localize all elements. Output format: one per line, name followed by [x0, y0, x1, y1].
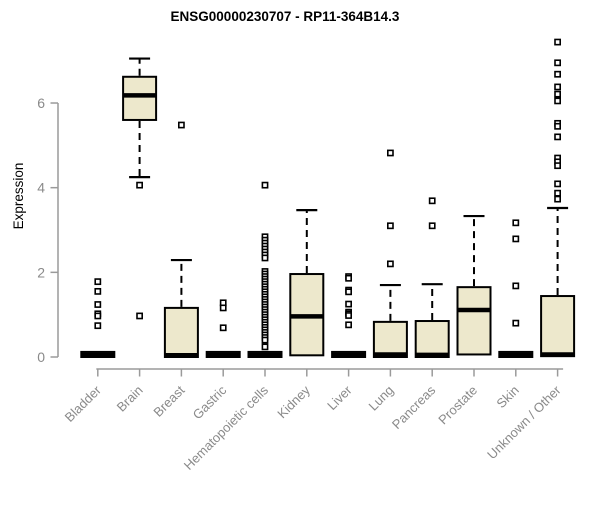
- outlier-point: [554, 59, 561, 67]
- x-tick-label: Pancreas: [389, 382, 439, 432]
- boxplot-pancreas: [414, 197, 450, 358]
- outlier-point: [554, 122, 561, 130]
- boxplot-breast: [163, 121, 199, 358]
- x-tick-label: Liver: [324, 382, 355, 413]
- outlier-point: [261, 181, 269, 189]
- y-tick-label: 6: [37, 95, 45, 111]
- y-tick-label: 4: [37, 180, 45, 196]
- outlier-point: [386, 222, 394, 230]
- outlier-point: [512, 235, 520, 243]
- x-tick-label: Gastric: [190, 382, 230, 422]
- y-tick-label: 0: [37, 349, 45, 365]
- outlier-point: [554, 133, 561, 141]
- outlier-point: [512, 282, 520, 290]
- outlier-point: [261, 254, 269, 262]
- outlier-point: [554, 180, 561, 188]
- boxplot-bladder: [80, 278, 116, 359]
- outlier-point: [386, 260, 394, 268]
- outlier-point: [345, 288, 352, 296]
- outlier-point: [554, 90, 561, 98]
- boxplot-unknown-other: [540, 38, 576, 358]
- outlier-point: [261, 336, 269, 344]
- x-tick-label: Bladder: [62, 382, 105, 425]
- outlier-point: [94, 322, 102, 330]
- x-tick-label: Brain: [114, 383, 146, 415]
- outlier-point: [345, 274, 352, 282]
- outlier-point: [554, 162, 561, 170]
- outlier-point: [428, 222, 436, 230]
- outlier-point: [261, 343, 269, 351]
- y-axis-title: Expression: [11, 163, 26, 230]
- outlier-point: [94, 301, 102, 308]
- outlier-point: [345, 312, 352, 319]
- boxplot-skin: [498, 219, 534, 359]
- boxplot-series: [80, 38, 576, 359]
- y-tick-label: 2: [37, 264, 45, 280]
- outlier-point: [554, 70, 561, 78]
- outlier-point: [178, 121, 185, 129]
- boxplot-liver: [331, 273, 367, 359]
- outlier-point: [386, 149, 394, 157]
- x-tick-label: Skin: [493, 383, 521, 411]
- x-tick-label: Lung: [365, 383, 396, 414]
- outlier-point: [554, 83, 561, 91]
- outlier-point: [219, 304, 227, 312]
- outlier-point: [512, 319, 520, 327]
- outlier-point: [94, 287, 102, 295]
- outlier-point: [345, 321, 352, 329]
- outlier-point: [554, 38, 561, 46]
- outlier-point: [512, 219, 520, 227]
- outlier-point: [94, 278, 102, 286]
- boxplot-hematopoietic-cells: [247, 181, 283, 359]
- outlier-point: [554, 97, 561, 105]
- outlier-point: [219, 324, 227, 332]
- x-tick-label: Unknown / Other: [484, 382, 564, 462]
- outlier-point: [554, 189, 561, 197]
- x-tick-label: Prostate: [435, 383, 480, 428]
- outlier-point: [136, 181, 143, 189]
- boxplot-prostate: [456, 214, 492, 356]
- boxplot-brain: [122, 57, 158, 320]
- x-tick-label: Breast: [150, 382, 187, 419]
- x-tick-label: Kidney: [274, 382, 313, 421]
- chart-title: ENSG00000230707 - RP11-364B14.3: [171, 9, 400, 24]
- y-axis: 0 2 4 6: [37, 95, 59, 365]
- outlier-point: [94, 312, 102, 320]
- outlier-point: [136, 312, 143, 320]
- boxplot-lung: [372, 149, 408, 358]
- outlier-point: [428, 197, 436, 205]
- boxplot-kidney: [289, 209, 325, 357]
- outlier-point: [554, 195, 561, 203]
- boxplot-gastric: [205, 299, 241, 359]
- outlier-point: [345, 300, 352, 308]
